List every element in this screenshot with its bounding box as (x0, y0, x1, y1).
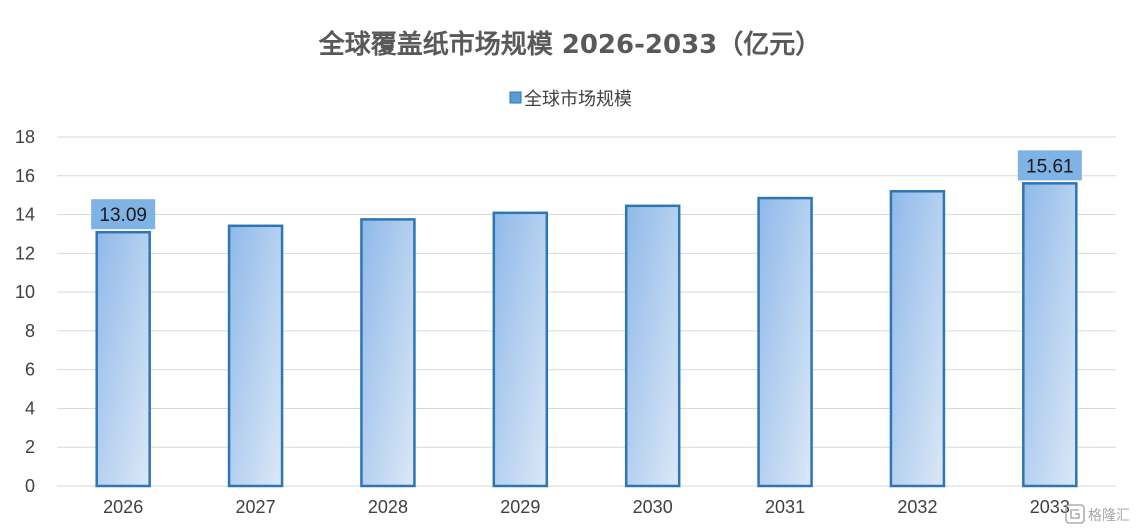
y-tick-label: 12 (15, 243, 35, 263)
x-tick-label: 2026 (103, 497, 143, 517)
x-tick-label: 2028 (368, 497, 408, 517)
legend-marker (509, 91, 522, 104)
y-tick-label: 16 (15, 166, 35, 186)
y-axis-ticks: 0 2 4 6 8 10 12 14 16 18 (15, 127, 35, 496)
data-label: 13.09 (91, 199, 156, 230)
bar (624, 204, 681, 488)
y-tick-label: 8 (25, 321, 35, 341)
data-label-text: 13.09 (99, 205, 147, 226)
x-tick-label: 2027 (236, 497, 276, 517)
bar (95, 230, 151, 488)
x-tick-label: 2031 (765, 497, 805, 517)
bar (360, 218, 416, 488)
watermark-text: 格隆汇 (1088, 508, 1130, 524)
data-label-box (91, 199, 156, 230)
y-tick-label: 6 (25, 360, 35, 380)
y-tick-label: 14 (15, 205, 35, 225)
y-tick-label: 2 (25, 437, 35, 457)
x-tick-label: 2033 (1030, 497, 1070, 517)
x-axis-ticks: 2026 2027 2028 2029 2030 2031 2032 2033 (103, 497, 1070, 517)
data-label-box (1017, 150, 1082, 181)
bar (889, 190, 946, 488)
x-tick-label: 2030 (633, 497, 673, 517)
glh-logo-icon (1065, 504, 1085, 524)
x-tick-label: 2032 (897, 497, 937, 517)
data-label: 15.61 (1017, 150, 1082, 181)
y-tick-label: 0 (25, 476, 35, 496)
y-tick-label: 10 (15, 282, 35, 302)
x-tick-label: 2029 (500, 497, 540, 517)
gridlines (57, 136, 1116, 487)
bars (95, 182, 1078, 488)
legend: 全球市场规模 (509, 89, 632, 110)
watermark: 格隆汇 (1065, 504, 1130, 524)
y-tick-label: 4 (25, 398, 35, 418)
bar (757, 196, 813, 488)
data-labels: 13.09 15.61 (91, 150, 1082, 230)
chart-title: 全球覆盖纸市场规模 2026-2033（亿元） (318, 29, 822, 60)
y-tick-label: 18 (15, 127, 35, 147)
legend-label: 全球市场规模 (524, 89, 632, 110)
bar (1022, 182, 1078, 488)
bar (492, 211, 549, 488)
bar (227, 224, 284, 488)
data-label-text: 15.61 (1026, 156, 1074, 177)
